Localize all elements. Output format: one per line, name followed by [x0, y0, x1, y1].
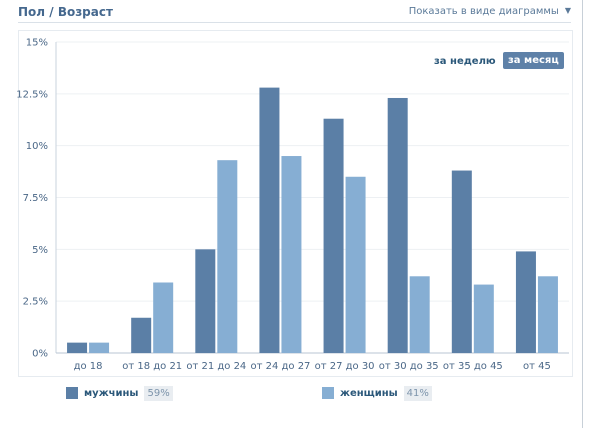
- chart-header: Пол / Возраст Показать в виде диаграммы ▼: [18, 0, 571, 23]
- view-as-diagram-label: Показать в виде диаграммы: [408, 6, 559, 17]
- y-tick-label: 5%: [32, 245, 48, 256]
- x-tick-label: от 35 до 45: [443, 361, 503, 372]
- bar-female: [409, 276, 430, 353]
- bar-male: [131, 317, 152, 353]
- legend-item-female[interactable]: женщины 41%: [322, 384, 432, 402]
- bar-male: [323, 118, 344, 353]
- legend-item-male[interactable]: мужчины 59%: [66, 384, 173, 402]
- bar-female: [345, 176, 366, 353]
- bar-female: [217, 160, 238, 353]
- legend-label-female: женщины: [340, 387, 398, 399]
- legend-swatch-female: [322, 387, 334, 399]
- period-month-button[interactable]: за месяц: [503, 52, 564, 69]
- y-tick-label: 10%: [26, 141, 48, 152]
- bar-female: [537, 276, 558, 353]
- y-tick-label: 7.5%: [23, 193, 48, 204]
- bar-male: [387, 97, 408, 353]
- y-tick-label: 12.5%: [16, 89, 48, 100]
- view-as-diagram-link[interactable]: Показать в виде диаграммы ▼: [409, 6, 571, 17]
- y-tick-label: 15%: [26, 38, 48, 49]
- x-tick-label: от 27 до 30: [315, 361, 375, 372]
- x-tick-label: от 24 до 27: [250, 361, 310, 372]
- chevron-down-icon: ▼: [564, 6, 571, 15]
- y-tick-label: 0%: [32, 349, 48, 360]
- bar-female: [473, 284, 494, 353]
- bar-male: [515, 251, 536, 353]
- bar-male: [451, 170, 472, 353]
- bar-male: [67, 342, 88, 353]
- x-tick-label: до 18: [74, 361, 103, 372]
- page-title: Пол / Возраст: [18, 5, 113, 19]
- legend-percent-female: 41%: [403, 385, 432, 401]
- x-tick-label: от 45: [523, 361, 551, 372]
- y-tick-label: 2.5%: [23, 297, 48, 308]
- legend-swatch-male: [66, 387, 78, 399]
- bar-female: [153, 282, 174, 353]
- bar-male: [195, 249, 216, 353]
- x-tick-label: от 21 до 24: [186, 361, 246, 372]
- legend-percent-male: 59%: [144, 385, 173, 401]
- bar-male: [259, 87, 280, 353]
- bar-female: [281, 156, 302, 353]
- x-tick-label: от 18 до 21: [122, 361, 182, 372]
- legend-label-male: мужчины: [84, 387, 139, 399]
- bar-female: [89, 342, 110, 353]
- x-tick-label: от 30 до 35: [379, 361, 439, 372]
- panel-divider: [582, 0, 583, 428]
- period-week-button[interactable]: за неделю: [434, 56, 496, 67]
